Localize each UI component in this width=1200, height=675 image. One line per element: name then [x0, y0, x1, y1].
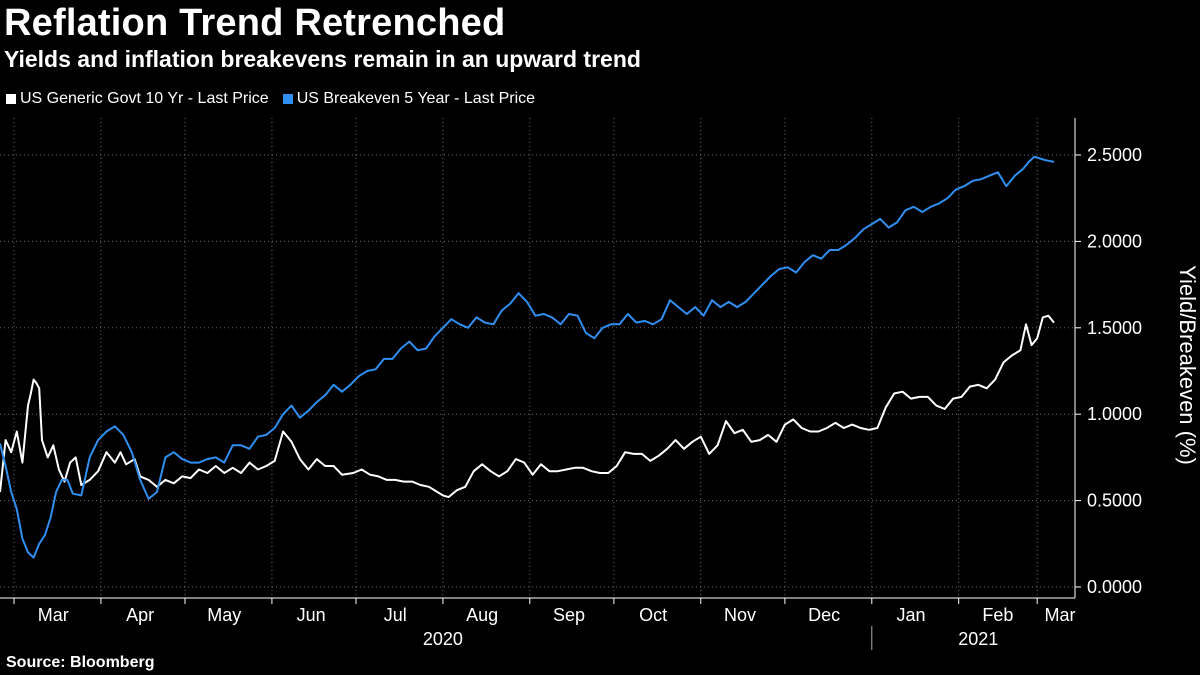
source-note: Source: Bloomberg: [6, 654, 155, 671]
x-tick-label: Nov: [724, 605, 756, 625]
x-tick-label: Feb: [982, 605, 1013, 625]
x-tick-label: Apr: [126, 605, 154, 625]
y-tick-label: 2.0000: [1087, 231, 1142, 251]
x-tick-label: Dec: [808, 605, 840, 625]
x-tick-label: May: [207, 605, 241, 625]
legend-swatch-10yr: [6, 94, 16, 104]
x-tick-label: Mar: [1045, 605, 1076, 625]
legend-item-10yr: US Generic Govt 10 Yr - Last Price: [6, 90, 269, 108]
legend-item-breakeven: US Breakeven 5 Year - Last Price: [282, 90, 536, 108]
y-tick-label: 0.5000: [1087, 491, 1142, 511]
x-tick-label: Jul: [384, 605, 407, 625]
x-tick-label: Jun: [297, 605, 326, 625]
series-line-10yr-yield: [0, 314, 1055, 499]
x-year-label: 2021: [958, 629, 998, 649]
legend-swatch-breakeven: [282, 94, 293, 104]
y-tick-label: 2.5000: [1087, 145, 1142, 165]
y-axis-title: Yield/Breakeven (%): [1175, 265, 1200, 465]
legend-label-10yr: US Generic Govt 10 Yr - Last Price: [20, 90, 269, 107]
grid-lines: [0, 118, 1075, 598]
x-tick-label: Mar: [38, 605, 69, 625]
x-tick-label: Jan: [897, 605, 926, 625]
series-line-5yr-breakeven: [0, 155, 1055, 559]
x-tick-label: Oct: [639, 605, 667, 625]
y-tick-label: 0.0000: [1087, 577, 1142, 597]
legend: US Generic Govt 10 Yr - Last Price US Br…: [6, 90, 549, 108]
legend-label-breakeven: US Breakeven 5 Year - Last Price: [296, 90, 536, 107]
axes: [0, 118, 1081, 650]
series-lines: [0, 155, 1055, 559]
chart-subtitle: Yields and inflation breakevens remain i…: [4, 46, 641, 72]
chart-title: Reflation Trend Retrenched: [4, 2, 506, 44]
x-tick-label: Sep: [553, 605, 585, 625]
y-tick-label: 1.5000: [1087, 318, 1142, 338]
y-tick-label: 1.0000: [1087, 404, 1142, 424]
x-year-label: 2020: [423, 629, 463, 649]
tick-labels: 0.0000 0.5000 1.0000 1.5000 2.0000 2.5000 Mar A…: [38, 145, 1200, 649]
x-tick-label: Aug: [466, 605, 498, 625]
